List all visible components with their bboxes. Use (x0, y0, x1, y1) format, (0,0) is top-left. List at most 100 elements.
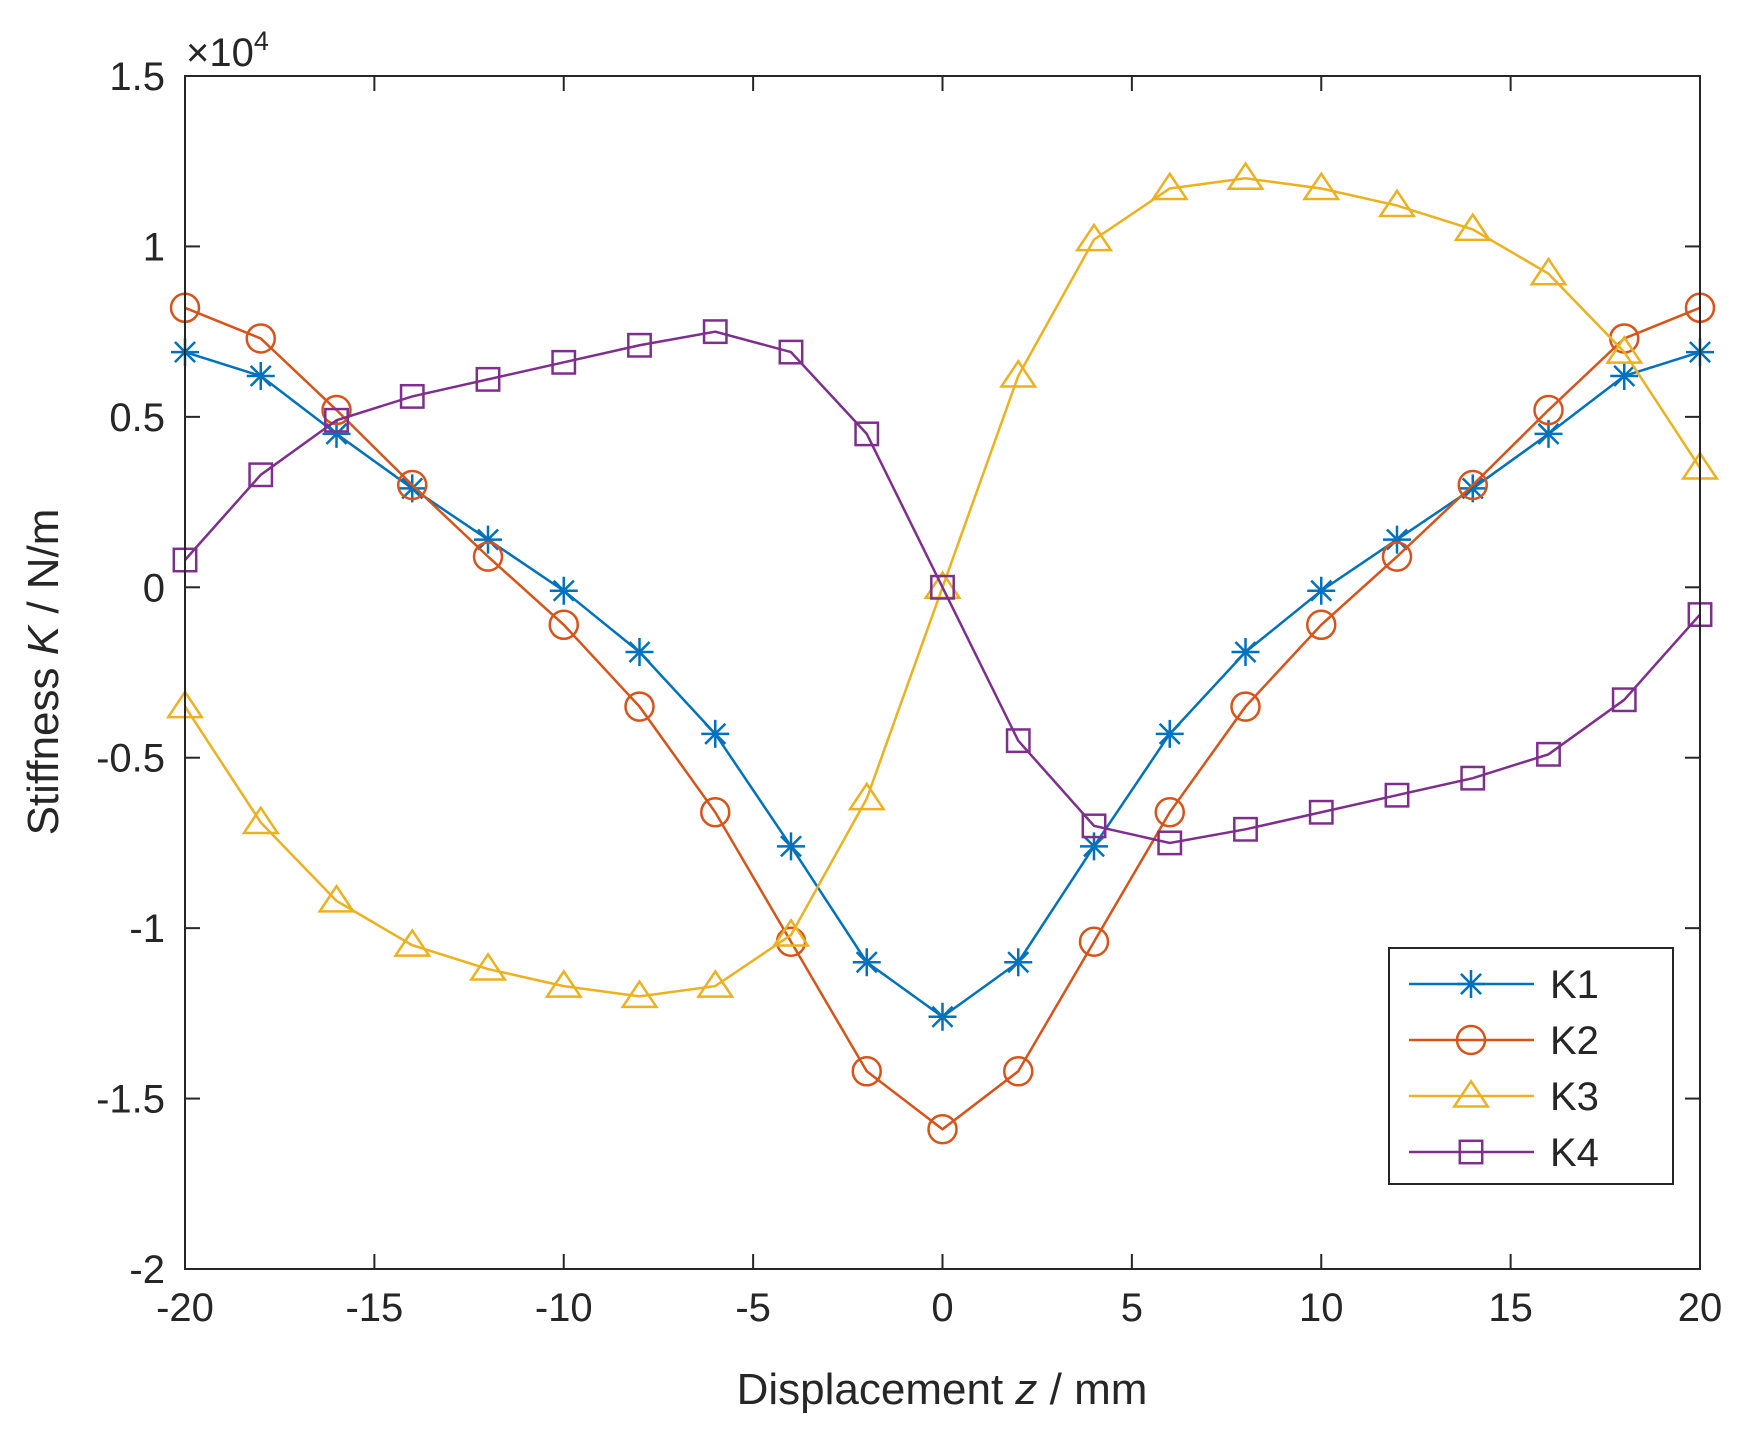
data-point-k2 (321, 394, 352, 426)
data-point-k1 (701, 719, 730, 748)
data-point-k3 (1302, 171, 1341, 201)
data-point-k2 (397, 469, 428, 501)
data-point-k3 (1453, 212, 1492, 242)
data-point-k4 (1384, 782, 1410, 808)
data-point-k4 (627, 332, 652, 358)
x-tick-label: 15 (1488, 1286, 1533, 1330)
y-tick-label: 1 (143, 225, 165, 269)
x-tick-label: 20 (1678, 1286, 1723, 1330)
data-point-k1 (398, 474, 427, 503)
y-tick-label: 1.5 (109, 55, 165, 99)
data-point-k3 (696, 969, 735, 998)
x-tick-label: 0 (931, 1286, 953, 1330)
data-point-k4 (1460, 765, 1486, 791)
data-point-k2 (472, 541, 504, 572)
svg-text:×104: ×104 (186, 26, 269, 75)
data-point-k3 (241, 805, 280, 835)
legend-marker-asterisk (1457, 970, 1485, 998)
data-point-k4 (1611, 687, 1637, 713)
series-k2 (169, 292, 1716, 1145)
series-line-k4 (184, 330, 1701, 845)
data-point-k1 (852, 948, 881, 977)
data-point-k1 (1231, 638, 1260, 667)
data-point-k3 (1150, 171, 1189, 201)
data-point-k2 (700, 797, 731, 828)
data-point-k4 (778, 339, 804, 365)
data-point-k3 (771, 918, 811, 947)
legend-item-k3: K3 (1409, 1075, 1599, 1119)
x-tick-label: -20 (156, 1286, 214, 1330)
data-point-k4 (930, 574, 955, 600)
data-point-k4 (1233, 816, 1258, 842)
legend-label: K4 (1550, 1131, 1599, 1175)
x-tick-label: -15 (345, 1286, 403, 1330)
data-point-k4 (324, 407, 349, 433)
data-point-k1 (1080, 832, 1108, 861)
data-point-k4 (1536, 741, 1561, 767)
data-point-k4 (1081, 813, 1107, 839)
y-tick-label: -2 (129, 1248, 165, 1292)
data-point-k3 (468, 952, 508, 981)
data-point-k1 (1307, 576, 1336, 605)
y-tick-label: -1.5 (96, 1078, 165, 1122)
x-tick-label: 5 (1121, 1286, 1143, 1330)
data-point-k3 (1605, 335, 1644, 364)
legend-item-k2: K2 (1409, 1019, 1599, 1063)
data-point-k3 (544, 969, 583, 998)
data-point-k3 (847, 781, 886, 811)
data-point-k2 (1003, 1056, 1034, 1087)
legend-marker-triangle (1451, 1079, 1491, 1108)
data-point-k1 (322, 419, 351, 448)
y-exponent-power: 4 (254, 26, 269, 56)
data-point-k1 (246, 361, 275, 390)
data-point-k2 (1078, 926, 1110, 958)
data-point-k2 (1154, 797, 1185, 828)
data-point-k2 (1533, 394, 1564, 426)
data-point-k1 (549, 576, 578, 605)
data-point-k2 (1306, 609, 1337, 641)
data-point-k3 (1226, 161, 1265, 191)
data-point-k4 (475, 366, 501, 392)
data-point-k4 (399, 383, 425, 409)
y-tick-label: -1 (129, 907, 165, 951)
data-point-k1 (1155, 719, 1184, 748)
legend-marker-circle (1455, 1024, 1487, 1056)
data-point-k4 (1308, 799, 1334, 825)
legend-box (1388, 947, 1674, 1185)
data-point-k1 (777, 832, 805, 861)
x-tick-label: -5 (735, 1286, 771, 1330)
data-point-k1 (625, 638, 654, 667)
y-tick-label: 0 (143, 566, 165, 610)
data-point-k4 (854, 421, 880, 447)
series-k4 (172, 319, 1713, 856)
data-point-k4 (1157, 830, 1183, 856)
legend-label: K1 (1550, 963, 1599, 1007)
data-point-k4 (702, 319, 728, 345)
data-point-k4 (248, 462, 274, 488)
data-point-k3 (620, 979, 659, 1009)
y-exponent-base: ×10 (186, 31, 254, 75)
y-tick-label: 0.5 (109, 396, 165, 440)
data-point-k3 (1529, 256, 1568, 286)
data-point-k3 (1377, 188, 1417, 218)
data-point-k3 (1074, 222, 1114, 252)
x-axis-title: Displacement z / mm (737, 1365, 1148, 1414)
y-tick-label: -0.5 (96, 737, 165, 781)
series-layer (165, 161, 1720, 1145)
data-point-k1 (1610, 361, 1639, 390)
legend-label: K3 (1550, 1075, 1599, 1119)
series-line-k2 (184, 306, 1701, 1131)
data-point-k1 (1458, 474, 1487, 503)
data-point-k1 (1534, 419, 1563, 448)
x-tick-label: 10 (1299, 1286, 1344, 1330)
data-point-k2 (548, 609, 579, 641)
data-point-k2 (245, 323, 276, 354)
tick-layer: -20 -15 -10 -5 0 5 10 15 20 -2 -1.5 -1 -0.5 0 0.5 1 1.5 (96, 55, 1722, 1330)
y-axis-title: Stiffness K / N/m (19, 509, 68, 836)
data-point-k2 (927, 1113, 958, 1145)
data-point-k2 (624, 691, 655, 722)
data-point-k1 (474, 525, 502, 554)
data-point-k1 (928, 1002, 957, 1031)
data-point-k2 (1381, 541, 1413, 572)
data-point-k2 (1230, 691, 1261, 722)
